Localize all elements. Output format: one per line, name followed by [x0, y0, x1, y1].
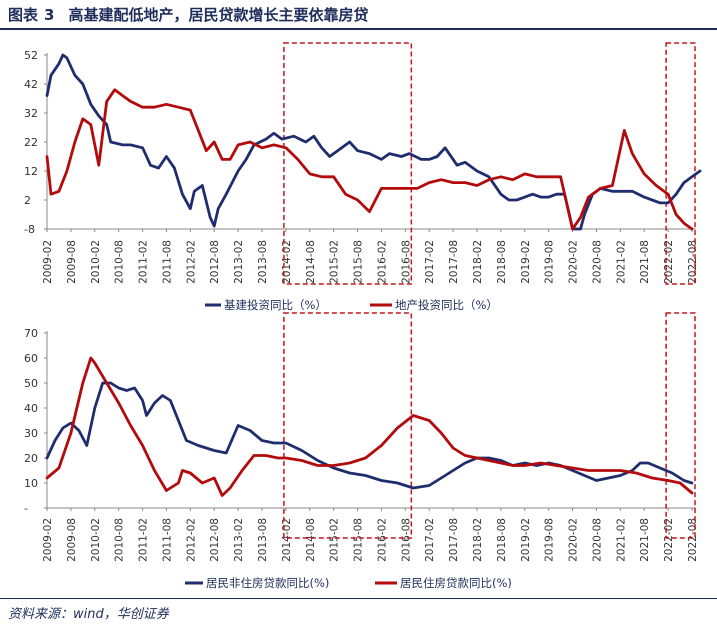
- x-tick-label: 2009-02: [42, 518, 54, 562]
- x-tick-label: 2013-08: [257, 518, 269, 562]
- y-tick-label: 2: [24, 194, 31, 207]
- x-tick-label: 2018-08: [496, 518, 508, 562]
- highlight-box: [665, 42, 696, 285]
- y-tick-label: 42: [24, 78, 38, 91]
- y-tick-label: 52: [24, 49, 38, 62]
- x-tick-label: 2010-08: [114, 240, 126, 284]
- x-tick-label: 2013-02: [233, 240, 245, 284]
- chart-top: 52 42 32 22 12 2 -8 2009-02 2009-08 2010-02 2010-0…: [24, 42, 702, 312]
- series-line-navy: [45, 53, 702, 231]
- x-tick-label: 2020-08: [591, 518, 603, 562]
- x-tick-label: 2012-02: [185, 240, 197, 284]
- x-tick-label: 2022-08: [687, 240, 699, 284]
- chart-bottom: 70 60 50 40 30 20 10 - 2009-02 2009-08 2010-02 2010…: [24, 312, 699, 590]
- x-tick-label: 2018-02: [472, 240, 484, 284]
- x-tick-label: 2021-08: [639, 240, 651, 284]
- x-tick-label: 2019-08: [544, 240, 556, 284]
- x-tick-label: 2016-02: [376, 518, 388, 562]
- y-tick-label: 70: [24, 327, 38, 340]
- legend-label: 基建投资同比（%）: [224, 298, 327, 312]
- figure-title: 图表 3 高基建配低地产，居民贷款增长主要依靠房贷: [8, 4, 368, 25]
- x-tick-label: 2020-02: [568, 240, 580, 284]
- x-tick-label: 2013-08: [257, 240, 269, 284]
- x-tick-label: 2015-02: [329, 240, 341, 284]
- x-tick-label: 2016-08: [400, 240, 412, 284]
- legend-label: 居民非住房贷款同比(%): [206, 576, 329, 590]
- x-tick-label: 2022-02: [663, 518, 675, 562]
- legend-label: 地产投资同比（%）: [395, 298, 498, 312]
- x-tick-label: 2015-02: [329, 518, 341, 562]
- y-tick-label: 40: [24, 402, 38, 415]
- x-tick-label: 2014-08: [305, 240, 317, 284]
- x-tick-label: 2016-08: [400, 518, 412, 562]
- x-tick-label: 2014-02: [281, 518, 293, 562]
- y-tick-label: -8: [24, 223, 35, 236]
- x-tick-label: 2020-08: [591, 240, 603, 284]
- x-tick-label: 2011-02: [138, 518, 150, 562]
- x-tick-label: 2011-08: [161, 240, 173, 284]
- highlight-box: [665, 312, 696, 539]
- chart-canvas: 52 42 32 22 12 2 -8 2009-02 2009-08 2010-02 2010-0…: [24, 42, 702, 590]
- x-tick-label: 2017-02: [424, 518, 436, 562]
- x-tick-label: 2018-08: [496, 240, 508, 284]
- x-tick-label: 2015-08: [353, 240, 365, 284]
- x-tick-label: 2017-02: [424, 240, 436, 284]
- x-tick-label: 2013-02: [233, 518, 245, 562]
- y-tick-label: 12: [24, 165, 38, 178]
- x-tick-label: 2011-02: [138, 240, 150, 284]
- x-tick-label: 2016-02: [376, 240, 388, 284]
- legend-label: 居民住房贷款同比(%): [400, 576, 512, 590]
- x-tick-label: 2012-08: [209, 240, 221, 284]
- source-note: 资料来源：wind，华创证券: [8, 607, 169, 622]
- y-tick-label: 22: [24, 136, 38, 149]
- y-tick-label: 10: [24, 477, 38, 490]
- y-tick-label: 50: [24, 377, 38, 390]
- x-tick-label: 2010-02: [90, 518, 102, 562]
- x-tick-label: 2022-02: [663, 240, 675, 284]
- x-tick-label: 2009-02: [42, 240, 54, 284]
- title-underline: [0, 28, 717, 30]
- x-tick-label: 2021-02: [615, 518, 627, 562]
- x-tick-label: 2019-08: [544, 518, 556, 562]
- x-tick-label: 2022-08: [687, 518, 699, 562]
- y-tick-label: 20: [24, 452, 38, 465]
- series-line-red: [45, 356, 694, 497]
- figure-label: 图表: [8, 6, 39, 24]
- x-tick-label: 2017-08: [448, 240, 460, 284]
- x-tick-label: 2021-02: [615, 240, 627, 284]
- x-tick-label: 2010-02: [90, 240, 102, 284]
- x-tick-label: 2014-02: [281, 240, 293, 284]
- x-tick-label: 2021-08: [639, 518, 651, 562]
- figure-title-text: 高基建配低地产，居民贷款增长主要依靠房贷: [68, 6, 369, 24]
- figure-number: 3: [44, 6, 55, 24]
- x-tick-label: 2014-08: [305, 518, 317, 562]
- x-tick-label: 2020-02: [568, 518, 580, 562]
- x-tick-label: 2012-02: [185, 518, 197, 562]
- highlight-box: [283, 42, 413, 285]
- x-tick-label: 2018-02: [472, 518, 484, 562]
- x-tick-label: 2011-08: [161, 518, 173, 562]
- series-line-red: [45, 88, 694, 231]
- x-tick-label: 2019-02: [520, 240, 532, 284]
- y-tick-label: 32: [24, 107, 38, 120]
- y-tick-label: 30: [24, 427, 38, 440]
- x-tick-label: 2015-08: [353, 518, 365, 562]
- footer-rule: [0, 598, 717, 599]
- x-tick-label: 2009-08: [66, 240, 78, 284]
- y-tick-label: 60: [24, 352, 38, 365]
- highlight-box: [283, 312, 413, 539]
- x-tick-label: 2019-02: [520, 518, 532, 562]
- y-tick-label: -: [24, 502, 28, 515]
- x-tick-label: 2017-08: [448, 518, 460, 562]
- x-tick-label: 2009-08: [66, 518, 78, 562]
- x-tick-label: 2012-08: [209, 518, 221, 562]
- x-tick-label: 2010-08: [114, 518, 126, 562]
- series-line-navy: [45, 381, 694, 490]
